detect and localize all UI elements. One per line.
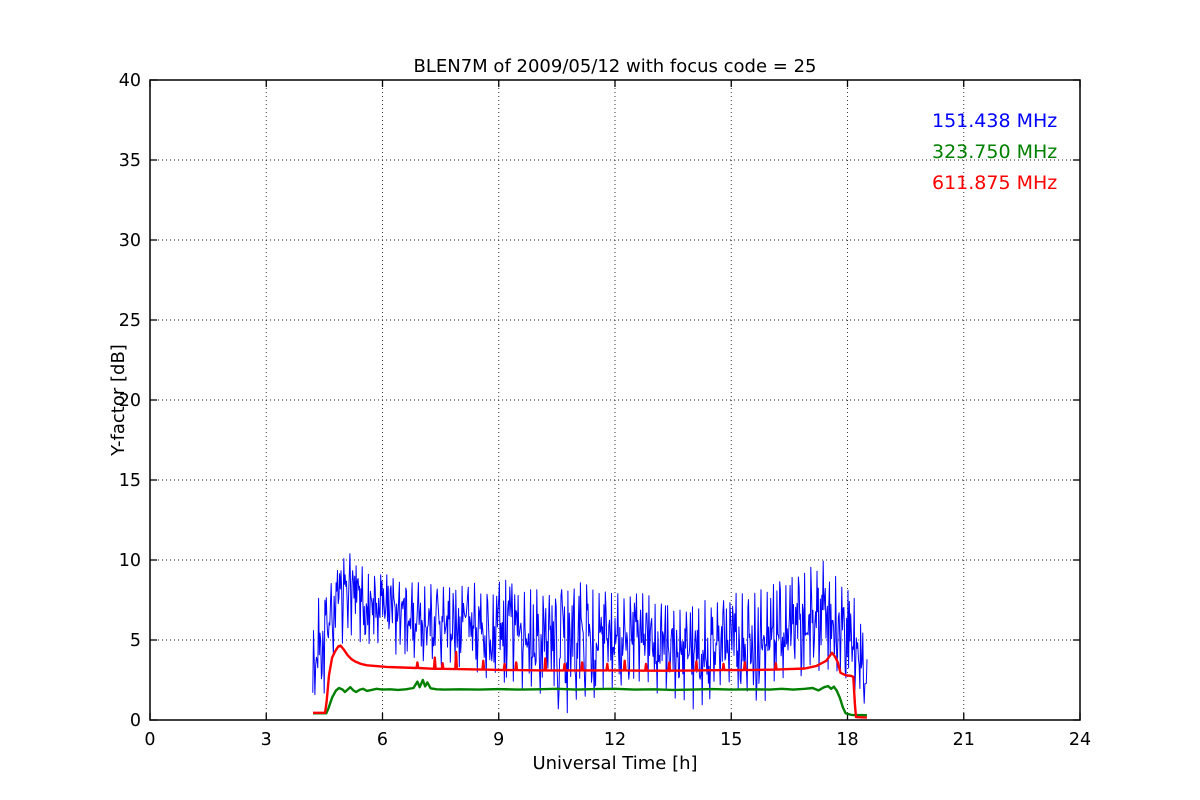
y-tick-label: 5: [130, 631, 141, 651]
x-tick-label: 24: [1069, 730, 1091, 750]
x-tick-label: 12: [604, 730, 626, 750]
series-line-323-750-mhz: [313, 678, 867, 717]
y-tick-label: 30: [119, 231, 141, 251]
series-line-151-438-mhz: [312, 553, 868, 714]
y-tick-label: 15: [119, 471, 141, 491]
y-tick-label: 25: [119, 311, 141, 331]
y-tick-label: 0: [130, 711, 141, 731]
data-series: [312, 553, 868, 719]
legend-entry-151mhz: 151.438 MHz: [932, 110, 1057, 132]
plot-frame: [149, 79, 1081, 721]
y-axis-label: Y-factor [dB]: [108, 344, 129, 457]
y-tick-label: 20: [119, 391, 141, 411]
y-tick-label: 40: [119, 71, 141, 91]
legend: 151.438 MHz 323.750 MHz 611.875 MHz: [932, 110, 1057, 194]
x-axis-label: Universal Time [h]: [532, 753, 697, 774]
series-line-611-875-mhz: [313, 644, 867, 719]
x-tick-label: 6: [377, 730, 388, 750]
x-tick-label: 21: [953, 730, 975, 750]
x-tick-label: 9: [493, 730, 504, 750]
legend-entry-611mhz: 611.875 MHz: [932, 172, 1057, 194]
y-tick-label: 10: [119, 551, 141, 571]
tick-labels: 0 3 6 9 12 15 18 21 24 0 5 10 15 20 25 30 35 40: [119, 71, 1091, 750]
x-tick-label: 18: [836, 730, 858, 750]
chart-title: BLEN7M of 2009/05/12 with focus code = 2…: [414, 56, 817, 77]
x-tick-label: 3: [261, 730, 272, 750]
x-tick-label: 15: [720, 730, 742, 750]
x-tick-label: 0: [144, 730, 155, 750]
legend-entry-323mhz: 323.750 MHz: [932, 141, 1057, 163]
y-tick-label: 35: [119, 151, 141, 171]
